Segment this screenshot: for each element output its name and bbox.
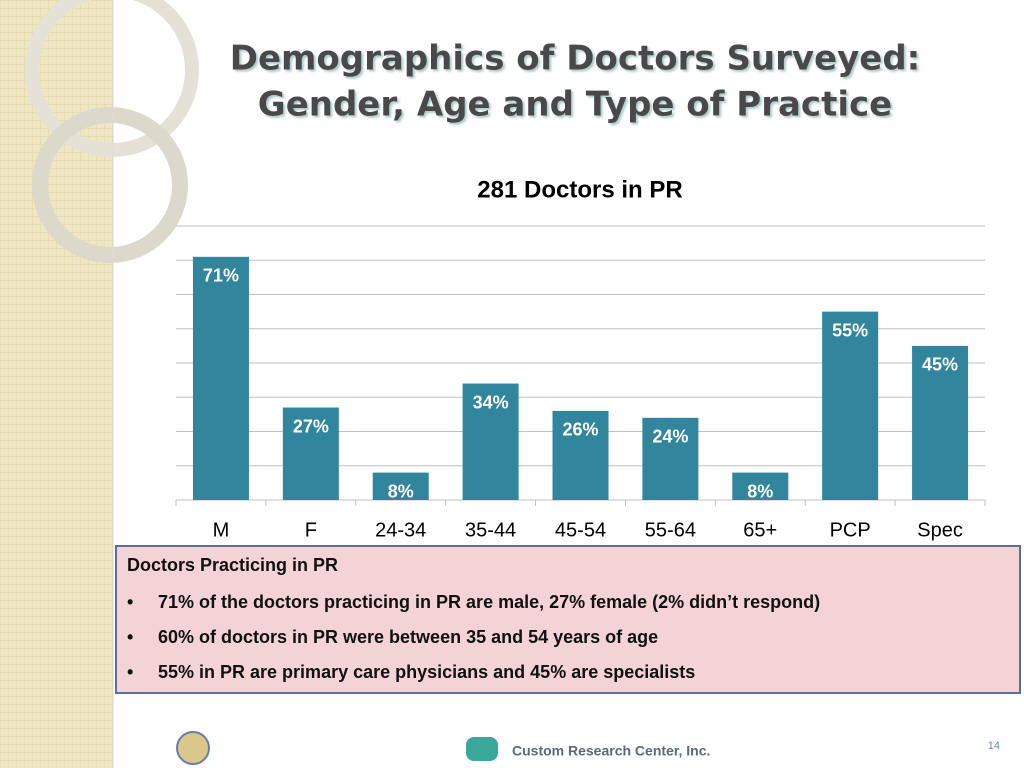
x-tick-label: M: [213, 519, 230, 541]
x-tick-label: PCP: [830, 519, 871, 541]
chart-title: 281 Doctors in PR: [477, 176, 682, 203]
bullet: 55% in PR are primary care physicians an…: [158, 662, 695, 682]
data-label: 8%: [388, 481, 414, 501]
seal-logo: [176, 731, 210, 765]
decor-circle: [25, 0, 199, 157]
x-tick-label: Spec: [917, 519, 963, 541]
slide-title: Gender, Age and Type of Practice: [258, 85, 892, 125]
bullet-dot: •: [127, 592, 133, 612]
data-label: 26%: [562, 420, 598, 440]
bullet-dot: •: [127, 662, 133, 682]
page-number: 14: [988, 740, 1000, 752]
bar: [372, 472, 429, 500]
x-tick-label: F: [305, 519, 317, 541]
data-label: 8%: [747, 481, 773, 501]
bar: [642, 417, 699, 500]
box-heading: Doctors Practicing in PR: [127, 555, 338, 575]
plot: M 71% F 27% 24-34 8% 35-44 34% 45-54 26% 55-64 24% 6…: [175, 225, 986, 541]
slide-title: Demographics of Doctors Surveyed:: [230, 39, 921, 79]
decor-circle: [32, 107, 188, 263]
bullet: 71% of the doctors practicing in PR are …: [158, 592, 820, 612]
footer: Custom Research Center, Inc.: [512, 743, 710, 759]
data-label: 55%: [832, 320, 868, 340]
bar: [822, 311, 879, 500]
bar: [732, 472, 789, 500]
bar: [462, 383, 519, 500]
bar: [552, 410, 609, 500]
data-label: 24%: [652, 427, 688, 447]
x-tick-label: 24-34: [375, 519, 426, 541]
data-label: 27%: [293, 416, 329, 436]
bullet: 60% of doctors in PR were between 35 and…: [158, 627, 658, 647]
data-label: 45%: [922, 355, 958, 375]
bar: [192, 256, 249, 500]
bullet-dot: •: [127, 627, 133, 647]
bar: [912, 345, 969, 500]
company-logo: [466, 737, 498, 761]
x-tick-label: 35-44: [465, 519, 516, 541]
data-label: 71%: [203, 266, 239, 286]
bar: [282, 407, 339, 500]
x-tick-label: 55-64: [645, 519, 696, 541]
summary-box: [115, 545, 1021, 694]
x-tick-label: 45-54: [555, 519, 606, 541]
x-tick-label: 65+: [743, 519, 777, 541]
data-label: 34%: [473, 392, 509, 412]
